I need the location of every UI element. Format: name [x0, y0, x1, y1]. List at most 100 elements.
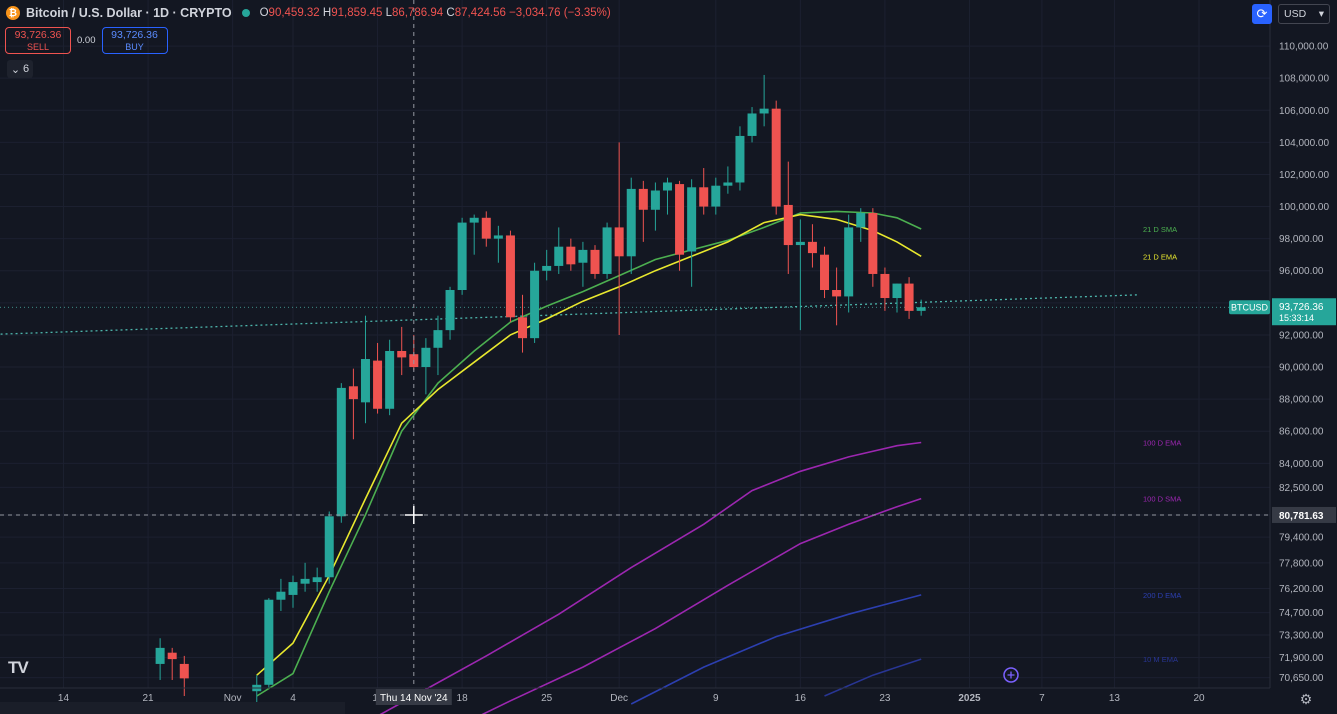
series-line-21-d-sma	[256, 210, 922, 697]
top-right-controls: ⟳ USD ▾	[1252, 4, 1330, 24]
currency-label: USD	[1284, 8, 1307, 20]
time-tick-label: 7	[1039, 693, 1045, 704]
candle	[699, 168, 709, 215]
candle-body	[276, 591, 286, 600]
candle-body	[820, 254, 830, 291]
series-label: 200 D EMA	[1143, 591, 1181, 600]
time-tick-label: Nov	[224, 693, 242, 704]
time-tick-label: 14	[58, 693, 70, 704]
close-value: 87,424.56	[454, 7, 506, 19]
tradingview-logo[interactable]: TV	[8, 658, 29, 677]
candle-body	[324, 516, 334, 578]
sync-icon[interactable]: ⟳	[1252, 4, 1272, 24]
candle	[336, 383, 346, 523]
candle	[445, 286, 455, 340]
crosshair-cursor-icon	[404, 505, 423, 524]
price-tick-label: 74,700.00	[1279, 608, 1324, 619]
candle	[179, 655, 189, 697]
price-tick-label: 106,000.00	[1279, 106, 1329, 117]
price-tick-label: 70,650.00	[1279, 673, 1324, 684]
candle-body	[288, 582, 298, 595]
change-value: −3,034.76 (−3.35%)	[509, 7, 611, 19]
candle	[638, 180, 648, 242]
series-label: 21 D SMA	[1143, 225, 1177, 234]
price-tick-label: 104,000.00	[1279, 138, 1329, 149]
crosshair-date-label: Thu 14 Nov '24	[380, 693, 448, 704]
candle-body	[469, 217, 479, 223]
candle-body	[481, 217, 491, 239]
sell-label: SELL	[26, 41, 50, 52]
price-tick-label: 90,000.00	[1279, 363, 1324, 374]
candle	[614, 142, 624, 335]
gear-icon[interactable]: ⚙	[1299, 690, 1313, 707]
candle-body	[397, 350, 407, 358]
candle-body	[783, 204, 793, 246]
candle-body	[711, 185, 721, 207]
buy-price: 93,726.36	[111, 28, 158, 41]
candle	[360, 315, 370, 424]
spread-value: 0.00	[77, 35, 96, 46]
candle-body	[844, 227, 854, 297]
candle	[590, 245, 600, 279]
candle-body	[542, 265, 552, 271]
candle-body	[360, 359, 370, 403]
ohlc-values: O90,459.32 H91,859.45 L86,786.94 C87,424…	[259, 7, 611, 19]
candle-body	[385, 350, 395, 409]
series-line-10-m-ema	[824, 658, 922, 697]
candle-body	[518, 317, 528, 339]
candle	[783, 161, 793, 274]
candle	[892, 283, 902, 313]
candle-body	[880, 273, 890, 299]
candle-body	[832, 290, 842, 297]
candle	[735, 126, 745, 191]
candle	[481, 211, 491, 247]
candle	[155, 638, 165, 680]
candle	[602, 222, 612, 279]
price-tick-label: 96,000.00	[1279, 266, 1324, 277]
plus-circle-icon[interactable]	[1003, 667, 1019, 683]
candle	[807, 224, 817, 268]
candle	[832, 267, 842, 326]
candle-body	[795, 241, 805, 246]
time-tick-label: 23	[879, 693, 891, 704]
candle	[747, 107, 757, 143]
series-line-100-d-sma	[481, 497, 922, 714]
candle-body	[614, 227, 624, 257]
candle	[554, 227, 564, 274]
price-tick-label: 77,800.00	[1279, 558, 1324, 569]
high-value: 91,859.45	[331, 7, 383, 19]
indicators-toggle[interactable]: ⌄ 6	[7, 60, 33, 78]
trade-panel: 93,726.36 SELL 0.00 93,726.36 BUY	[5, 27, 168, 54]
buy-label: BUY	[125, 41, 144, 52]
candle	[373, 342, 383, 414]
trend-line	[0, 294, 1139, 335]
candle-body	[505, 235, 515, 318]
time-tick-label: 2025	[958, 693, 981, 704]
price-tick-label: 98,000.00	[1279, 234, 1324, 245]
buy-button[interactable]: 93,726.36 BUY	[101, 27, 168, 54]
currency-select[interactable]: USD ▾	[1278, 4, 1330, 24]
sell-button[interactable]: 93,726.36 SELL	[5, 27, 71, 54]
candle	[566, 238, 576, 271]
candle	[469, 214, 479, 255]
last-price-symbol-bg	[1229, 300, 1270, 315]
price-axis-bg	[1270, 0, 1337, 714]
time-tick-label: 16	[795, 693, 807, 704]
symbol-title[interactable]: Bitcoin / U.S. Dollar · 1D · CRYPTO	[26, 6, 232, 20]
candle	[723, 166, 733, 194]
price-tick-label: 110,000.00	[1279, 42, 1329, 53]
market-status-dot	[241, 9, 250, 17]
candle	[820, 246, 830, 299]
candle	[795, 219, 805, 331]
candle-body	[566, 246, 576, 265]
candle	[252, 675, 262, 705]
candle-body	[312, 577, 322, 583]
series-line-21-d-ema	[256, 213, 922, 676]
candle-body	[578, 249, 588, 263]
candle-body	[530, 270, 540, 339]
price-tick-label: 84,000.00	[1279, 459, 1324, 470]
candle	[264, 598, 274, 688]
crosshair-date-label-bg	[375, 689, 452, 705]
